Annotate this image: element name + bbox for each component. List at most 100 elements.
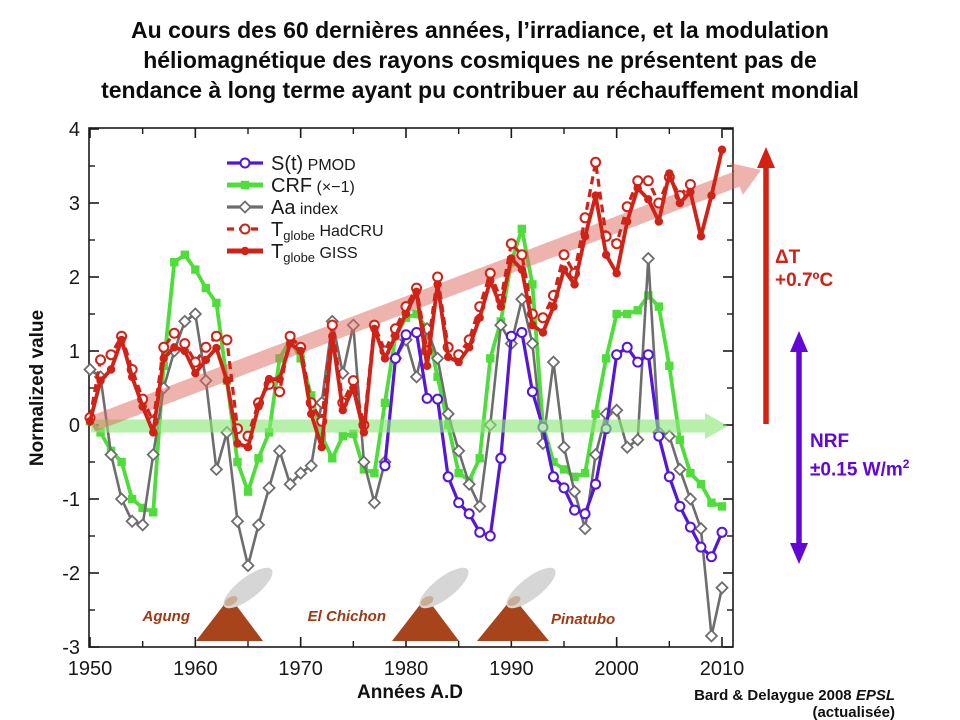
data-point xyxy=(546,355,561,369)
data-point xyxy=(623,217,632,226)
data-point xyxy=(644,291,653,300)
data-point xyxy=(588,447,603,462)
legend-item-tglobe-hadcru: Tglobe HadCRU xyxy=(227,219,384,243)
data-point xyxy=(547,471,559,483)
data-point xyxy=(307,409,316,419)
data-point xyxy=(528,280,537,289)
data-point xyxy=(516,327,528,338)
data-point xyxy=(201,283,211,293)
data-point xyxy=(475,454,484,463)
data-point xyxy=(349,383,358,393)
volcano-el-chichon-icon xyxy=(392,567,469,641)
data-point xyxy=(704,629,719,643)
delta-t-value: +0.7ºC xyxy=(775,270,834,291)
data-point xyxy=(240,180,250,190)
y-tick-label: -1 xyxy=(62,489,80,511)
x-tick-label: 1990 xyxy=(489,658,534,680)
data-point xyxy=(559,265,569,274)
data-point xyxy=(484,530,496,542)
legend-item-st-pmod: S(t) PMOD xyxy=(227,153,356,175)
data-point xyxy=(221,334,233,346)
data-point xyxy=(380,398,390,407)
y-tick-label: -2 xyxy=(62,563,80,585)
data-point xyxy=(567,484,582,499)
volcano-label-pinatubo: Pinatubo xyxy=(551,611,616,628)
data-point xyxy=(96,376,105,385)
data-point xyxy=(591,409,600,419)
data-point xyxy=(275,374,284,384)
y-tick-label: 4 xyxy=(69,119,80,141)
data-point xyxy=(705,551,717,563)
data-point xyxy=(642,175,654,187)
data-point xyxy=(338,406,347,415)
data-point xyxy=(686,468,695,478)
data-point xyxy=(85,417,95,426)
x-tick-label: 2010 xyxy=(700,658,745,680)
data-point xyxy=(347,375,359,387)
data-point xyxy=(717,502,727,511)
data-point xyxy=(695,541,707,553)
data-point xyxy=(106,365,116,374)
data-point xyxy=(433,280,442,289)
data-point xyxy=(496,302,505,311)
data-point xyxy=(715,581,729,595)
nrf-label: NRF xyxy=(810,431,850,452)
data-point xyxy=(665,361,674,370)
data-point xyxy=(454,468,463,478)
data-point xyxy=(609,403,624,417)
data-point xyxy=(633,184,642,193)
data-point xyxy=(570,472,579,481)
data-point xyxy=(579,508,591,520)
data-point xyxy=(472,499,487,514)
data-point xyxy=(158,341,170,353)
data-point xyxy=(170,258,179,267)
data-point xyxy=(212,298,221,308)
data-point xyxy=(125,514,139,528)
data-point xyxy=(170,343,179,352)
data-point xyxy=(653,430,665,442)
data-point xyxy=(179,338,191,350)
data-point xyxy=(401,309,411,319)
data-point xyxy=(633,306,642,315)
data-point xyxy=(495,452,507,464)
data-point xyxy=(168,327,180,339)
data-point xyxy=(251,518,266,532)
data-point xyxy=(422,361,432,370)
x-tick-label: 1980 xyxy=(384,658,429,680)
data-point xyxy=(684,179,696,190)
delta-t-annotation: ΔT +0.7ºC xyxy=(775,246,833,292)
data-point xyxy=(240,246,250,256)
data-point xyxy=(662,429,677,443)
nrf-double-arrow xyxy=(790,331,808,564)
data-point xyxy=(400,329,412,341)
data-point xyxy=(465,343,474,352)
data-point xyxy=(209,462,224,477)
data-point xyxy=(284,330,296,342)
data-point xyxy=(642,349,654,361)
data-point xyxy=(296,346,305,356)
data-point xyxy=(601,250,611,259)
data-point xyxy=(412,309,421,319)
data-point xyxy=(612,309,621,319)
data-point xyxy=(486,354,495,363)
data-point xyxy=(285,339,295,348)
data-point xyxy=(694,521,708,536)
delta-t-arrow xyxy=(757,147,775,424)
data-point xyxy=(654,302,663,311)
series-crf xyxy=(85,224,727,517)
volcano-pinatubo-icon xyxy=(477,567,556,641)
data-point xyxy=(380,354,390,363)
data-point xyxy=(505,330,517,342)
data-point xyxy=(641,251,656,266)
data-point xyxy=(620,440,634,454)
volcano-agung-icon xyxy=(196,567,273,641)
data-point xyxy=(549,457,558,467)
data-point xyxy=(717,145,727,154)
data-point xyxy=(238,200,252,214)
data-point xyxy=(239,223,251,235)
data-point xyxy=(272,444,287,458)
series-line xyxy=(88,226,723,515)
volcano-label-agung: Agung xyxy=(142,608,190,625)
data-point xyxy=(558,482,570,494)
data-point xyxy=(191,369,200,378)
